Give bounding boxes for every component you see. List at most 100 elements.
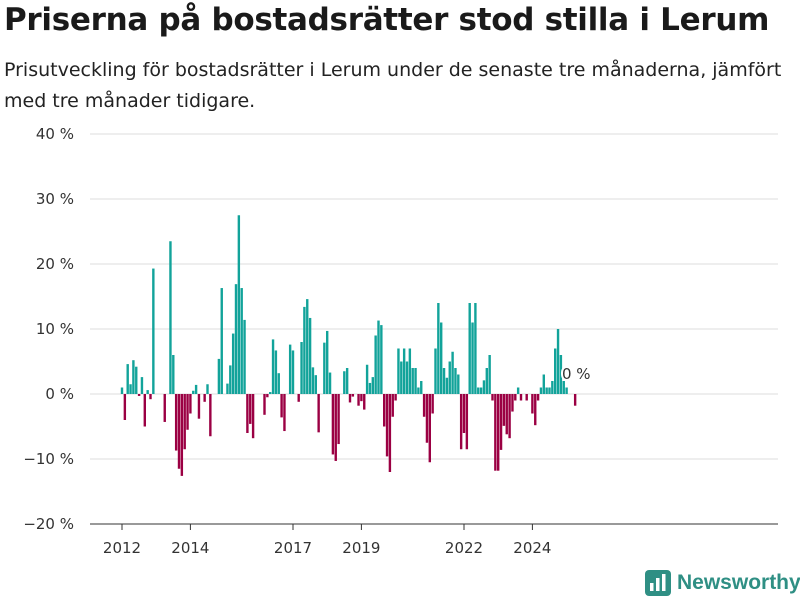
bar xyxy=(283,394,286,432)
bar xyxy=(497,394,500,471)
bar xyxy=(471,322,474,394)
bar xyxy=(479,387,483,394)
bar xyxy=(468,303,471,394)
bar xyxy=(152,268,155,394)
bar xyxy=(425,394,429,443)
chart-title: Priserna på bostadsrätter stod stilla i … xyxy=(4,2,770,38)
bar xyxy=(143,394,146,427)
bar xyxy=(474,303,477,394)
bar xyxy=(411,368,414,394)
bar xyxy=(217,358,221,394)
x-tick-label: 2017 xyxy=(274,539,312,557)
bar xyxy=(525,394,528,401)
bar xyxy=(462,394,466,433)
bar xyxy=(380,325,383,394)
bar xyxy=(306,299,309,394)
x-tick-label: 2022 xyxy=(445,539,483,557)
bar xyxy=(345,368,349,394)
bar xyxy=(408,348,412,394)
bar xyxy=(237,215,241,394)
bar xyxy=(192,390,195,394)
bar xyxy=(169,241,172,394)
bar xyxy=(206,384,209,394)
bar xyxy=(266,394,269,398)
y-tick-label: 30 % xyxy=(36,190,74,208)
bar xyxy=(323,342,326,394)
bar xyxy=(414,368,417,394)
bar xyxy=(562,381,565,394)
bar xyxy=(189,394,192,414)
bar xyxy=(311,367,315,394)
bar xyxy=(394,394,397,401)
bar xyxy=(137,394,141,396)
bar xyxy=(251,394,255,439)
bar xyxy=(123,394,127,420)
y-tick-label: 10 % xyxy=(36,320,74,338)
y-tick-label: 20 % xyxy=(36,255,74,273)
bar xyxy=(365,364,369,394)
last-value-label: 0 % xyxy=(562,365,591,383)
bar xyxy=(240,288,243,394)
bar xyxy=(234,284,238,394)
x-tick-label: 2024 xyxy=(513,539,551,557)
bar xyxy=(548,387,551,394)
bar xyxy=(197,394,201,419)
bar xyxy=(140,377,144,394)
bar xyxy=(374,335,377,394)
x-tick-label: 2012 xyxy=(103,539,141,557)
bar xyxy=(551,381,554,394)
bar xyxy=(194,384,198,394)
bar xyxy=(491,394,494,401)
bars xyxy=(120,215,577,476)
bar xyxy=(488,355,491,394)
bar xyxy=(391,394,394,417)
bar xyxy=(502,394,506,426)
bar xyxy=(363,394,366,410)
bar xyxy=(559,355,563,394)
bar xyxy=(440,322,443,394)
bar xyxy=(277,373,280,394)
newsworthy-logo: Newsworthy xyxy=(645,570,800,596)
bar xyxy=(274,350,278,394)
bar xyxy=(288,344,292,394)
bar xyxy=(203,394,206,402)
bar xyxy=(420,381,423,394)
bar xyxy=(534,394,537,426)
bar xyxy=(519,394,523,401)
bar xyxy=(126,364,129,394)
gridlines xyxy=(90,133,778,525)
bar xyxy=(516,387,520,394)
bar xyxy=(263,394,266,415)
y-tick-label: 0 % xyxy=(45,385,74,403)
bar xyxy=(172,355,175,394)
bar xyxy=(465,394,469,450)
bar xyxy=(231,333,235,394)
y-axis-tick-labels: 40 % 30 % 20 % 10 % 0 % −10 % −20 % xyxy=(23,125,74,533)
bar xyxy=(129,384,132,394)
bar xyxy=(280,394,283,418)
bar xyxy=(428,394,431,463)
bar xyxy=(120,387,124,394)
bar xyxy=(177,394,181,469)
bar xyxy=(328,372,332,394)
bar xyxy=(146,390,149,394)
y-tick-label: 40 % xyxy=(36,125,74,143)
bar xyxy=(482,380,486,394)
bar xyxy=(308,317,312,394)
bar xyxy=(246,394,249,433)
bar xyxy=(505,394,508,435)
bar xyxy=(243,319,246,394)
bar xyxy=(494,394,497,471)
bar xyxy=(451,351,454,394)
bar xyxy=(331,394,335,455)
bar xyxy=(163,394,166,422)
bar xyxy=(297,394,300,402)
x-axis: 2012 2014 2017 2019 2022 2024 xyxy=(90,523,778,557)
bar xyxy=(269,392,272,394)
bar xyxy=(303,306,306,394)
bar xyxy=(368,382,372,394)
bar xyxy=(459,394,463,450)
bar xyxy=(135,366,138,394)
bar xyxy=(357,394,360,406)
